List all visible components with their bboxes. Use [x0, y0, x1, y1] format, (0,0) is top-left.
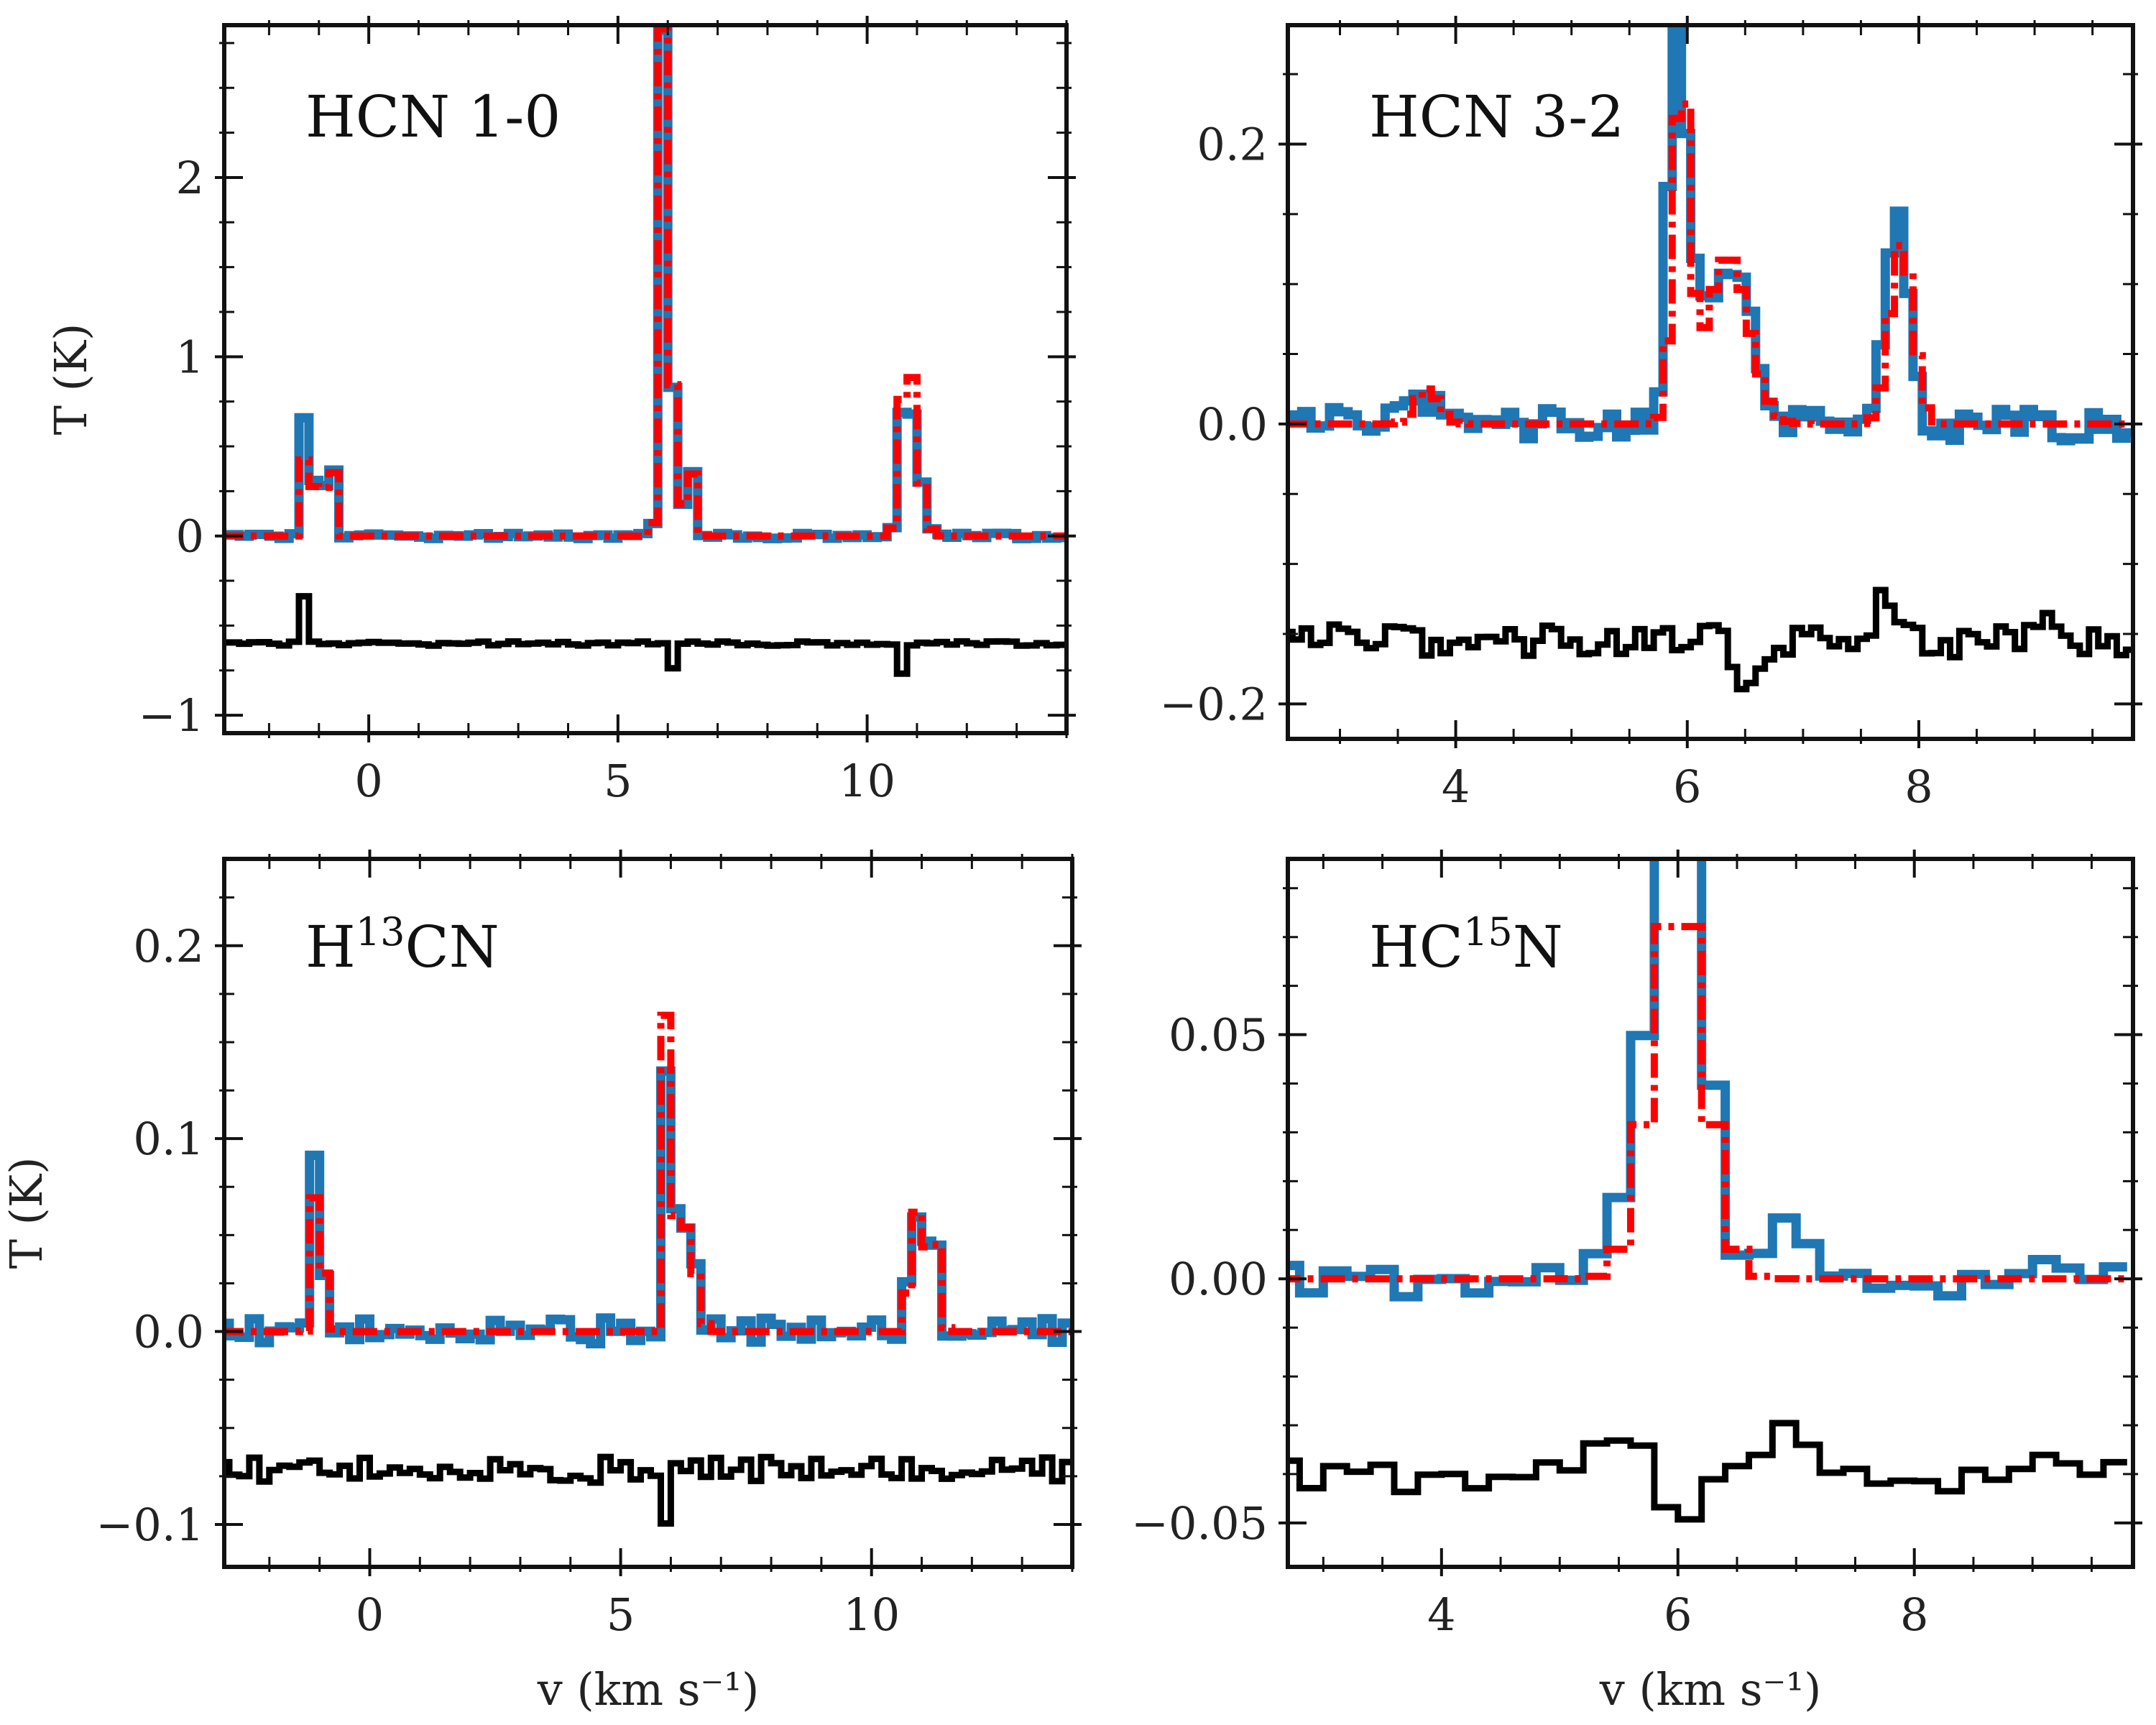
x-tick-label: 10 [839, 755, 895, 807]
y-tick-label: −0.05 [1131, 1497, 1268, 1550]
x-tick-label: 8 [1904, 760, 1932, 813]
series-observed [1288, 25, 2133, 446]
y-tick-label: 0.2 [1197, 119, 1268, 171]
series-residual [1288, 586, 2133, 693]
axes-frame [1286, 857, 2135, 1569]
x-tick-label: 6 [1673, 760, 1701, 813]
panel-label-main: HCN 3-2 [1369, 83, 1624, 150]
plot-area [1288, 859, 2127, 1523]
x-tick-label: 6 [1664, 1588, 1692, 1641]
panel-label-tail: CN [405, 914, 499, 980]
panel-label: HCN 1-0 [305, 83, 561, 150]
x-tick-label: 0 [356, 1588, 384, 1641]
panel-label: HCN 3-2 [1369, 83, 1624, 150]
panel-hcn-1-0: 0 5 10 −1 0 1 2 T (K) HCN 1-0 [45, 16, 1076, 807]
y-axis-title: T (K) [45, 323, 97, 436]
x-axis-title: v (km s⁻¹) [1599, 1663, 1822, 1716]
x-tick-label: 10 [843, 1588, 900, 1641]
x-tick-label: 4 [1427, 1588, 1455, 1641]
panel-hc15n: 4 6 8 −0.05 0.00 0.05 v (km s⁻¹) HC15N [1131, 850, 2142, 1716]
series-model [1288, 923, 2127, 1283]
y-tick-label: 0.00 [1169, 1253, 1268, 1305]
y-tick-label: −0.1 [96, 1499, 204, 1551]
axes-frame [222, 23, 1069, 735]
x-tick-label: 5 [607, 1588, 635, 1641]
x-tick-label: 0 [354, 755, 382, 807]
panel-label-main: H [305, 914, 356, 980]
axes-frame [222, 857, 1074, 1569]
panel-label-tail: N [1513, 914, 1563, 980]
panel-label-main: HC [1369, 914, 1463, 980]
y-tick-label: 0.05 [1169, 1009, 1268, 1062]
series-observed [224, 1066, 1072, 1348]
y-tick-label: 2 [176, 152, 204, 204]
y-tick-label: 0 [176, 510, 204, 563]
panel-label-main: HCN 1-0 [305, 83, 561, 150]
x-tick-label: 5 [604, 755, 632, 807]
plot-area [1288, 25, 2133, 693]
x-axis-title: v (km s⁻¹) [537, 1663, 760, 1716]
series-model [224, 1011, 1072, 1335]
series-residual [1288, 1420, 2127, 1523]
plot-area [224, 1011, 1072, 1527]
panel-label-superscript: 15 [1463, 909, 1513, 954]
axes-frame [1286, 23, 2135, 741]
plot-area [224, 25, 1067, 677]
panel-label-superscript: 13 [356, 909, 405, 954]
series-model [1288, 100, 2133, 428]
y-tick-label: 1 [176, 331, 204, 383]
y-tick-label: 0.0 [1197, 398, 1268, 451]
panel-label: H13CN [305, 909, 499, 980]
y-tick-label: −0.2 [1159, 678, 1268, 730]
panel-h13cn: 0 5 10 −0.1 0.0 0.1 0.2 T (K) v (km s⁻¹) H13CN [0, 850, 1082, 1716]
panel-hcn-3-2: 4 6 8 −0.2 0.0 0.2 HCN 3-2 [1159, 16, 2142, 813]
series-residual [224, 593, 1067, 677]
y-tick-label: 0.1 [133, 1113, 204, 1165]
series-model [224, 25, 1067, 540]
y-axis-title: T (K) [0, 1157, 52, 1269]
x-tick-label: 4 [1442, 760, 1470, 813]
series-residual [224, 1453, 1072, 1527]
y-tick-label: 0.0 [133, 1306, 204, 1358]
panel-label: HC15N [1369, 909, 1563, 980]
x-tick-label: 8 [1900, 1588, 1928, 1641]
y-tick-label: 0.2 [133, 920, 204, 972]
y-tick-label: −1 [139, 689, 204, 742]
